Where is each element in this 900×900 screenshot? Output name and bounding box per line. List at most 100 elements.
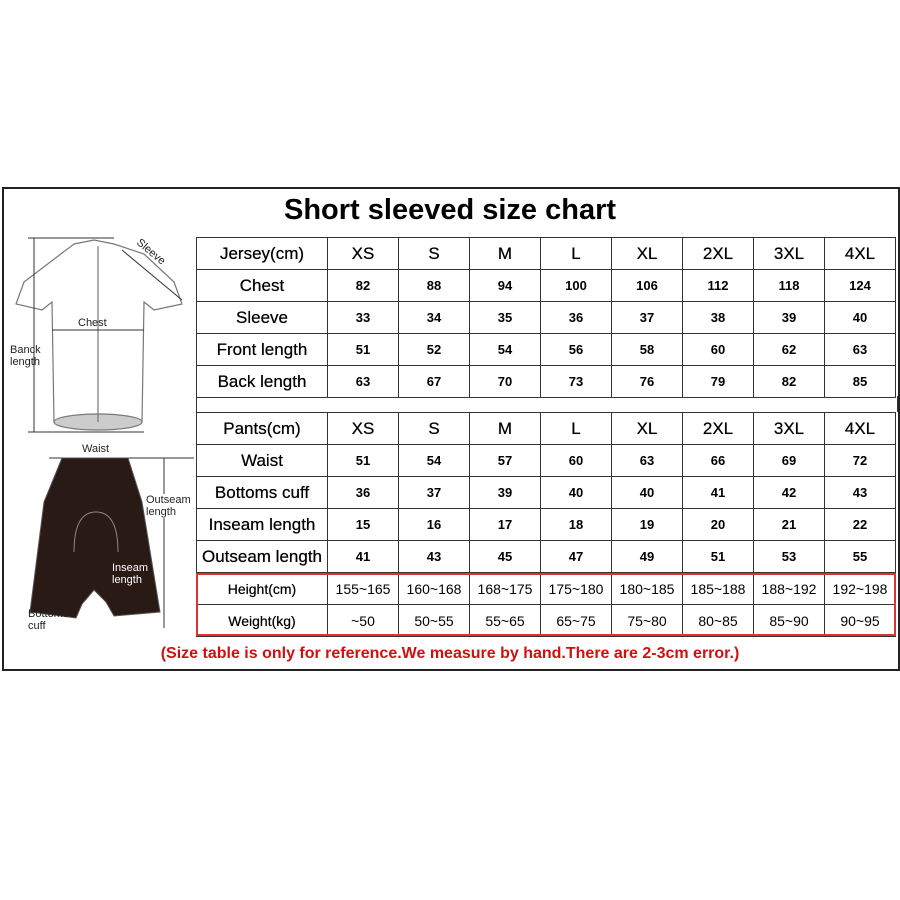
value-cell: 52 [398, 333, 470, 366]
size-header: 4XL [824, 412, 896, 445]
table-row: Height(cm) 155~165 160~168 168~175 175~180 18… [196, 572, 896, 605]
value-cell: 85 [824, 365, 896, 398]
value-cell: 72 [824, 444, 896, 477]
measure-lines [28, 237, 194, 628]
size-header: L [540, 237, 612, 270]
bottoms-cuff-label: Bottoms cuff [28, 608, 69, 632]
value-cell: 60 [540, 444, 612, 477]
value-cell: 35 [469, 301, 541, 334]
back-length-label: Banck length [10, 344, 41, 368]
value-cell: 75~80 [611, 604, 683, 637]
size-header: 3XL [753, 237, 825, 270]
size-header: XL [611, 237, 683, 270]
value-cell: 40 [540, 476, 612, 509]
value-cell: 94 [469, 269, 541, 302]
table-row: Waist 51 54 57 60 63 66 69 72 [196, 444, 896, 477]
size-header: 4XL [824, 237, 896, 270]
value-cell: 55~65 [469, 604, 541, 637]
value-cell: 180~185 [611, 572, 683, 605]
value-cell: 70 [469, 365, 541, 398]
value-cell: ~50 [327, 604, 399, 637]
value-cell: 15 [327, 508, 399, 541]
table-row: Chest 82 88 94 100 106 112 118 124 [196, 269, 896, 302]
value-cell: 37 [611, 301, 683, 334]
value-cell: 51 [682, 540, 754, 573]
size-header: XS [327, 237, 399, 270]
value-cell: 43 [398, 540, 470, 573]
value-cell: 47 [540, 540, 612, 573]
value-cell: 185~188 [682, 572, 754, 605]
garment-diagram: Sleeve Chest Banck length Waist Outseam … [4, 232, 196, 642]
table-row: Outseam length 41 43 45 47 49 51 53 55 [196, 540, 896, 573]
row-label: Height(cm) [196, 572, 328, 605]
value-cell: 56 [540, 333, 612, 366]
value-cell: 57 [469, 444, 541, 477]
value-cell: 36 [540, 301, 612, 334]
value-cell: 49 [611, 540, 683, 573]
value-cell: 67 [398, 365, 470, 398]
inseam-label: Inseam length [112, 562, 149, 586]
value-cell: 55 [824, 540, 896, 573]
value-cell: 175~180 [540, 572, 612, 605]
value-cell: 82 [327, 269, 399, 302]
shorts-drawing [29, 457, 161, 619]
header-cell: Jersey(cm) [196, 237, 328, 270]
value-cell: 88 [398, 269, 470, 302]
value-cell: 65~75 [540, 604, 612, 637]
value-cell: 43 [824, 476, 896, 509]
value-cell: 21 [753, 508, 825, 541]
header-row: Pants(cm) XS S M L XL 2XL 3XL 4XL [196, 412, 896, 445]
size-header: S [398, 237, 470, 270]
header-row: Jersey(cm) XS S M L XL 2XL 3XL 4XL [196, 237, 896, 270]
header-cell: Pants(cm) [196, 412, 328, 445]
jersey-size-table: Jersey(cm) XS S M L XL 2XL 3XL 4XL Chest 82 88 94 100… [196, 237, 896, 398]
value-cell: 40 [611, 476, 683, 509]
value-cell: 155~165 [327, 572, 399, 605]
value-cell: 19 [611, 508, 683, 541]
table-row: Weight(kg) ~50 50~55 55~65 65~75 75~80 80~85 85… [196, 604, 896, 637]
size-header: 2XL [682, 412, 754, 445]
row-label: Sleeve [196, 301, 328, 334]
size-header: S [398, 412, 470, 445]
table-row: Back length 63 67 70 73 76 79 82 85 [196, 365, 896, 398]
value-cell: 40 [824, 301, 896, 334]
value-cell: 41 [682, 476, 754, 509]
table-row: Front length 51 52 54 56 58 60 62 63 [196, 333, 896, 366]
value-cell: 80~85 [682, 604, 754, 637]
size-header: M [469, 237, 541, 270]
row-label: Inseam length [196, 508, 328, 541]
value-cell: 192~198 [824, 572, 896, 605]
value-cell: 60 [682, 333, 754, 366]
size-header: 3XL [753, 412, 825, 445]
value-cell: 124 [824, 269, 896, 302]
row-label: Weight(kg) [196, 604, 328, 637]
value-cell: 73 [540, 365, 612, 398]
row-label: Back length [196, 365, 328, 398]
value-cell: 62 [753, 333, 825, 366]
waist-label: Waist [82, 443, 110, 455]
row-label: Front length [196, 333, 328, 366]
table-row: Sleeve 33 34 35 36 37 38 39 40 [196, 301, 896, 334]
size-header: XS [327, 412, 399, 445]
value-cell: 160~168 [398, 572, 470, 605]
value-cell: 53 [753, 540, 825, 573]
outseam-label: Outseam length [146, 494, 196, 518]
value-cell: 42 [753, 476, 825, 509]
value-cell: 188~192 [753, 572, 825, 605]
row-label: Chest [196, 269, 328, 302]
value-cell: 51 [327, 444, 399, 477]
value-cell: 18 [540, 508, 612, 541]
jersey-shorts-illustration [15, 237, 194, 628]
value-cell: 45 [469, 540, 541, 573]
size-header: L [540, 412, 612, 445]
chart-frame [2, 187, 900, 671]
size-header: 2XL [682, 237, 754, 270]
value-cell: 36 [327, 476, 399, 509]
table-row: Bottoms cuff 36 37 39 40 40 41 42 43 [196, 476, 896, 509]
pants-size-table: Pants(cm) XS S M L XL 2XL 3XL 4XL Waist 51 54 57 60 63… [196, 412, 896, 637]
value-cell: 54 [398, 444, 470, 477]
reference-note: (Size table is only for reference.We mea… [160, 645, 740, 662]
value-cell: 50~55 [398, 604, 470, 637]
row-label: Waist [196, 444, 328, 477]
size-header: M [469, 412, 541, 445]
